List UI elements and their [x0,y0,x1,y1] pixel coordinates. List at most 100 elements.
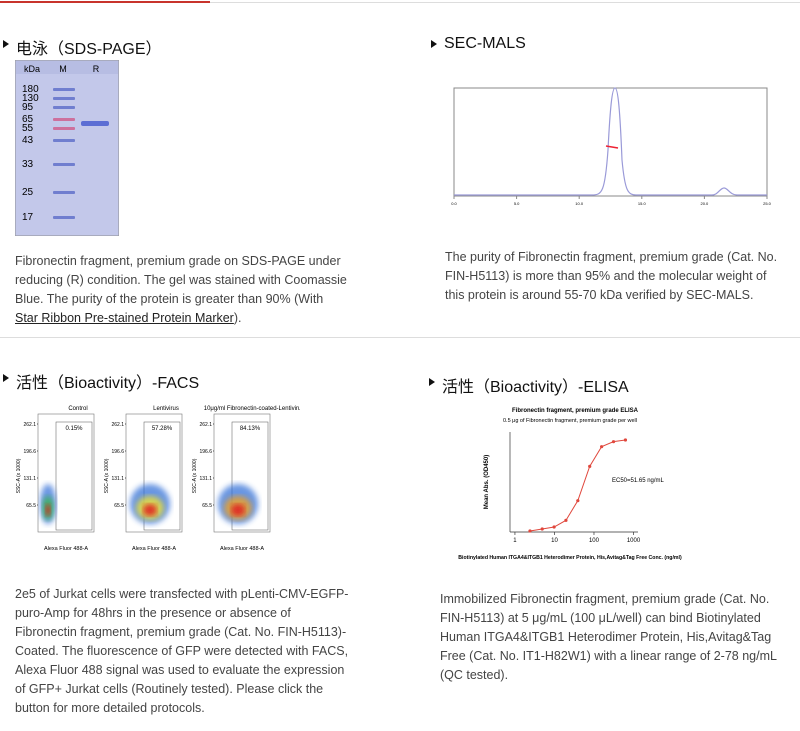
x-axis-label: Alexa Fluor 488-A [220,546,264,552]
gate-percent: 0.15% [65,426,83,432]
protein-marker-link[interactable]: Star Ribbon Pre-stained Protein Marker [15,311,234,325]
chart-subtitle: 0.5 μg of Fibronectin fragment, premium … [503,418,637,424]
marker-label: 33 [22,159,34,170]
y-tick-label: 65.5 [26,503,36,509]
caption: Fibronectin fragment, premium grade on S… [15,252,347,328]
caption-line: Human ITGA4&ITGB1 Heterodimer Protein, H… [440,630,772,644]
data-point [588,464,592,468]
y-tick-label: 131.1 [23,476,36,482]
x-axis-label: Alexa Fluor 488-A [44,546,88,552]
data-point [528,529,532,533]
kda-label: kDa [24,64,40,74]
y-tick-label: 196.6 [199,449,212,455]
panel-label: Control [68,406,87,412]
caption-line: this protein is around 55-70 kDa verifie… [445,288,754,302]
caption-line: Blue. The purity of the protein is great… [15,292,324,306]
y-tick-label: 65.5 [114,503,124,509]
data-point [576,499,580,503]
data-point [540,527,544,531]
plot-frame [453,87,768,197]
lane-label: M [59,64,67,74]
x-tick-label: 1 [513,538,517,544]
caption-line: Alexa Fluor 488 signal was used to evalu… [15,663,345,677]
data-point [564,518,568,522]
y-tick-label: 196.6 [111,449,124,455]
gate [231,421,269,531]
marker-band [53,216,75,219]
marker-label: 55 [22,123,34,134]
data-point [552,525,556,529]
caption-line: FIN-H5113) is more than 95% and the mole… [445,269,767,283]
gate [143,421,181,531]
gate-percent: 84.13% [240,426,261,432]
caption-line: Fibronectin fragment, premium grade (Cat… [15,625,347,639]
accent-line [0,1,210,3]
marker-band [53,191,75,194]
y-tick-label: 131.1 [199,476,212,482]
marker-label: 65 [22,114,34,125]
marker-band [53,118,75,121]
gate-percent: 57.28% [152,426,173,432]
marker-band [53,97,75,100]
marker-label: 95 [22,102,34,113]
caption: 2e5 of Jurkat cells were transfected wit… [15,585,348,718]
data-point [623,438,628,442]
x-tick-label: 10.0 [575,201,584,206]
marker-band [53,106,75,109]
x-tick-label: 1000 [627,538,641,544]
caption-line: Free (Cat. No. IT1-H82W1) with a linear … [440,649,777,663]
fit-curve [529,439,626,532]
sec-mals-chart: 0.0 5.0 10.0 15.0 20.0 25.0 [451,87,772,206]
x-tick-label: 25.0 [763,201,772,206]
caption-line: Immobilized Fibronectin fragment, premiu… [440,592,770,606]
x-tick-label: 100 [589,538,600,544]
cell-cloud [231,504,245,516]
panel-label: 10μg/ml Fibronectin-coated-Lentivirus [204,406,300,412]
caption: The purity of Fibronectin fragment, prem… [445,248,777,305]
x-tick-label: 5.0 [514,201,520,206]
x-axis-label: Alexa Fluor 488-A [132,546,176,552]
section-title: SEC-MALS [430,35,526,53]
marker-label: 130 [22,93,39,104]
caption: Immobilized Fibronectin fragment, premiu… [440,590,777,685]
y-tick-label: 196.6 [23,449,36,455]
top-rule [210,2,800,3]
section-title: 活性（Bioactivity）-ELISA [428,373,629,397]
caption-line: button for more detailed protocols. [15,701,205,715]
chart-title: Fibronectin fragment, premium grade ELIS… [512,408,639,414]
facs-plots: Control 0.15% 262.1 196.6 131.1 65.5 Alexa Flu… [16,406,300,552]
y-tick-label: 262.1 [23,422,36,428]
divider [0,337,800,338]
x-axis-label: Biotinylated Human ITGA4&ITGB1 Heterodim… [458,555,682,561]
annotation: EC50=51.65 ng/mL [612,478,665,484]
y-tick-label: 65.5 [202,503,212,509]
x-tick-label: 15.0 [638,201,647,206]
gate [55,421,93,531]
caption-line: (QC tested). [440,668,509,682]
y-axis-label: SSC-A (x 1000) [104,458,110,493]
data-point [611,440,616,444]
y-tick-label: 262.1 [199,422,212,428]
caption-line: Star Ribbon Pre-stained Protein Marker). [15,309,347,328]
marker-band [53,163,75,166]
y-tick-label: 131.1 [111,476,124,482]
x-tick-label: 0.0 [451,201,457,206]
caption-line: The purity of Fibronectin fragment, prem… [445,250,778,264]
x-tick-label: 10 [551,538,558,544]
caption-line: 2e5 of Jurkat cells were transfected wit… [15,587,349,601]
caption-line: Fibronectin fragment, premium grade on S… [15,254,341,268]
marker-band [53,88,75,91]
section-title: 电泳（SDS-PAGE） [2,35,162,59]
x-tick-label: 20.0 [701,201,710,206]
mass-trace [605,145,619,149]
marker-label: 25 [22,187,34,198]
data-point [600,445,604,449]
caption-line: reducing (R) condition. The gel was stai… [15,273,347,287]
section-title: 活性（Bioactivity）-FACS [2,369,199,393]
cell-cloud [143,504,157,516]
cell-cloud [45,504,51,516]
caption-line: FIN-H5113) at 5 μg/mL (100 μL/well) can … [440,611,761,625]
panel-label: Lentivirus [153,406,179,412]
